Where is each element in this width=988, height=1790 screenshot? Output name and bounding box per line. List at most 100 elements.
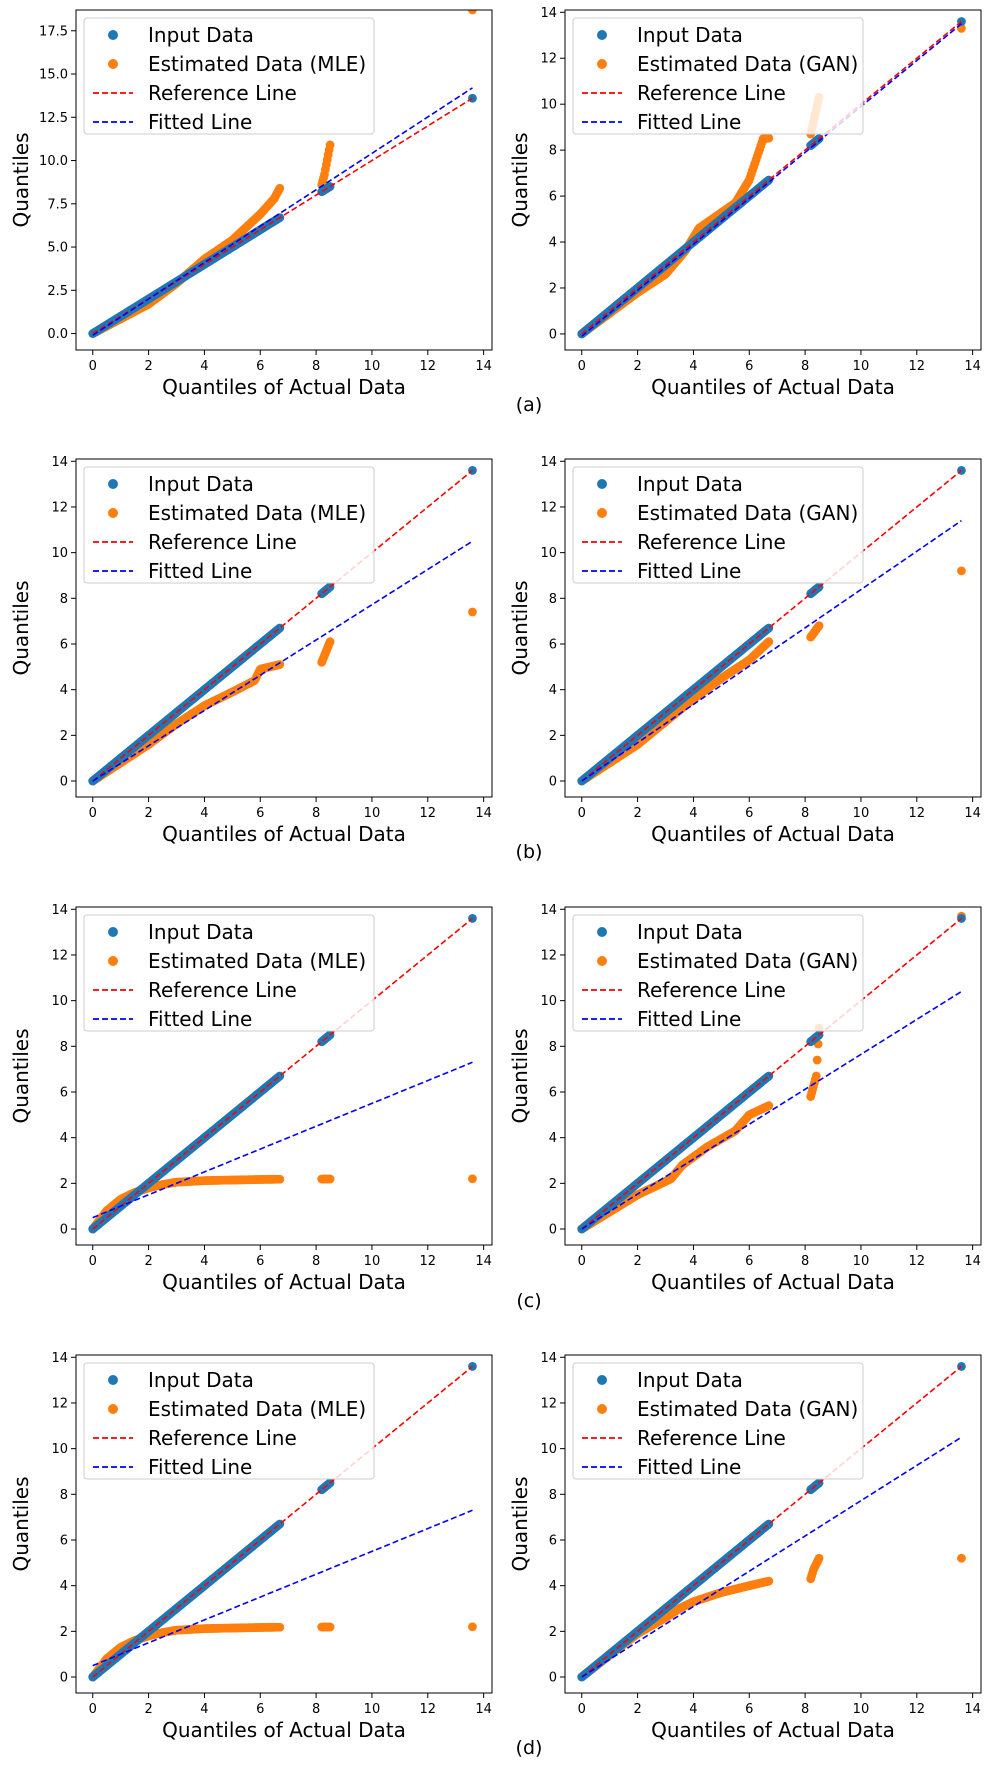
- x-tick-label: 12: [420, 1254, 437, 1269]
- y-tick-label: 6: [549, 637, 557, 652]
- x-axis-label: Quantiles of Actual Data: [651, 1270, 895, 1294]
- legend-label-estimated: Estimated Data (GAN): [637, 501, 858, 525]
- y-tick-label: 2: [549, 281, 557, 296]
- legend-marker-input: [597, 479, 607, 489]
- x-axis-label: Quantiles of Actual Data: [162, 1718, 406, 1742]
- y-tick-label: 12: [540, 52, 557, 67]
- y-tick-label: 8: [549, 1488, 557, 1503]
- estimated-point: [814, 1553, 824, 1563]
- y-tick-label: 2: [549, 729, 557, 744]
- x-axis-label: Quantiles of Actual Data: [651, 1718, 895, 1742]
- legend-frame: [572, 466, 864, 584]
- y-tick-label: 7.5: [47, 197, 68, 212]
- axes-frame: [564, 906, 982, 1246]
- legend-label-input: Input Data: [637, 1368, 743, 1392]
- y-tick-label: 8: [60, 1040, 68, 1055]
- figure-caption: (b): [516, 841, 543, 863]
- x-tick-label: 6: [256, 359, 264, 374]
- legend-marker-estimated: [597, 956, 607, 966]
- legend-label-estimated: Estimated Data (MLE): [148, 52, 366, 76]
- y-axis-label: Quantiles: [508, 580, 532, 675]
- estimated-point: [325, 140, 335, 150]
- legend: Input Data Estimated Data (MLE) Reference …: [83, 914, 375, 1032]
- x-tick-label: 12: [909, 359, 926, 374]
- axes-frame: [75, 906, 493, 1246]
- figure-caption: (c): [516, 1290, 541, 1312]
- legend-marker-input: [108, 479, 118, 489]
- legend-label-estimated: Estimated Data (GAN): [637, 1397, 858, 1421]
- x-tick-label: 2: [144, 1254, 152, 1269]
- x-tick-label: 0: [578, 359, 586, 374]
- legend-frame: [83, 1362, 375, 1480]
- fitted-line: [581, 990, 962, 1230]
- x-tick-label: 0: [89, 806, 97, 821]
- plot-area: [577, 911, 966, 1234]
- legend-label-input: Input Data: [148, 472, 254, 496]
- y-tick-label: 0: [549, 775, 557, 790]
- panel-c-right: 0 2 4 6 8 10 12 14 0 2 4 6 8 10 12 14 Quantiles of Actua…: [508, 903, 982, 1294]
- legend: Input Data Estimated Data (GAN) Reference …: [572, 466, 864, 584]
- legend-label-reference: Reference Line: [148, 530, 297, 554]
- estimated-point: [325, 1622, 335, 1632]
- y-tick-label: 0.0: [47, 327, 68, 342]
- estimated-point: [275, 660, 285, 669]
- fitted-line: [581, 23, 962, 337]
- y-tick-label: 10: [540, 1442, 557, 1457]
- x-tick-label: 14: [475, 806, 492, 821]
- x-tick-label: 8: [312, 806, 320, 821]
- y-tick-label: 14: [540, 455, 557, 470]
- reference-line: [581, 20, 962, 335]
- legend: Input Data Estimated Data (GAN) Reference …: [572, 17, 864, 135]
- x-tick-label: 4: [200, 359, 208, 374]
- y-tick-label: 8: [549, 1040, 557, 1055]
- legend-label-reference: Reference Line: [637, 530, 786, 554]
- estimated-point: [764, 1576, 774, 1586]
- x-tick-label: 14: [475, 1702, 492, 1717]
- x-tick-label: 10: [853, 1254, 870, 1269]
- y-tick-label: 10: [540, 546, 557, 561]
- estimated-point: [325, 1174, 335, 1184]
- y-tick-label: 12: [540, 948, 557, 963]
- x-tick-label: 6: [745, 806, 753, 821]
- x-tick-label: 4: [689, 1702, 697, 1717]
- y-tick-label: 14: [51, 903, 68, 918]
- y-tick-label: 8: [60, 1488, 68, 1503]
- panel-d-right: 0 2 4 6 8 10 12 14 0 2 4 6 8 10 12 14 Quantiles of Actua…: [508, 1351, 982, 1742]
- y-tick-label: 8: [549, 592, 557, 607]
- y-tick-label: 2: [60, 729, 68, 744]
- x-tick-label: 14: [475, 1254, 492, 1269]
- legend-label-input: Input Data: [637, 472, 743, 496]
- plot-area: [577, 1362, 966, 1682]
- y-tick-label: 17.5: [39, 24, 68, 39]
- plot-area: [577, 466, 966, 786]
- fitted-line: [581, 1436, 962, 1678]
- legend: Input Data Estimated Data (GAN) Reference …: [572, 1362, 864, 1480]
- x-tick-label: 14: [964, 1702, 981, 1717]
- y-tick-label: 12: [51, 1396, 68, 1411]
- x-tick-label: 12: [420, 359, 437, 374]
- estimated-point: [325, 637, 335, 647]
- legend-frame: [572, 914, 864, 1032]
- x-tick-label: 4: [689, 1254, 697, 1269]
- axes-frame: [564, 1354, 982, 1694]
- y-axis-label: Quantiles: [508, 1028, 532, 1123]
- x-tick-label: 10: [853, 359, 870, 374]
- y-tick-label: 6: [60, 1533, 68, 1548]
- plot-area: [88, 466, 477, 786]
- legend-label-estimated: Estimated Data (MLE): [148, 949, 366, 973]
- x-tick-label: 6: [256, 1254, 264, 1269]
- legend-label-input: Input Data: [148, 1368, 254, 1392]
- legend-marker-estimated: [108, 508, 118, 518]
- legend-marker-estimated: [108, 956, 118, 966]
- y-tick-label: 6: [549, 190, 557, 205]
- y-tick-label: 12: [51, 500, 68, 515]
- legend-label-input: Input Data: [637, 23, 743, 47]
- x-tick-label: 8: [312, 359, 320, 374]
- legend-marker-estimated: [597, 508, 607, 518]
- y-tick-label: 10: [51, 994, 68, 1009]
- x-tick-label: 12: [909, 1702, 926, 1717]
- y-tick-label: 12.5: [39, 111, 68, 126]
- legend-marker-input: [597, 927, 607, 937]
- y-tick-label: 6: [549, 1533, 557, 1548]
